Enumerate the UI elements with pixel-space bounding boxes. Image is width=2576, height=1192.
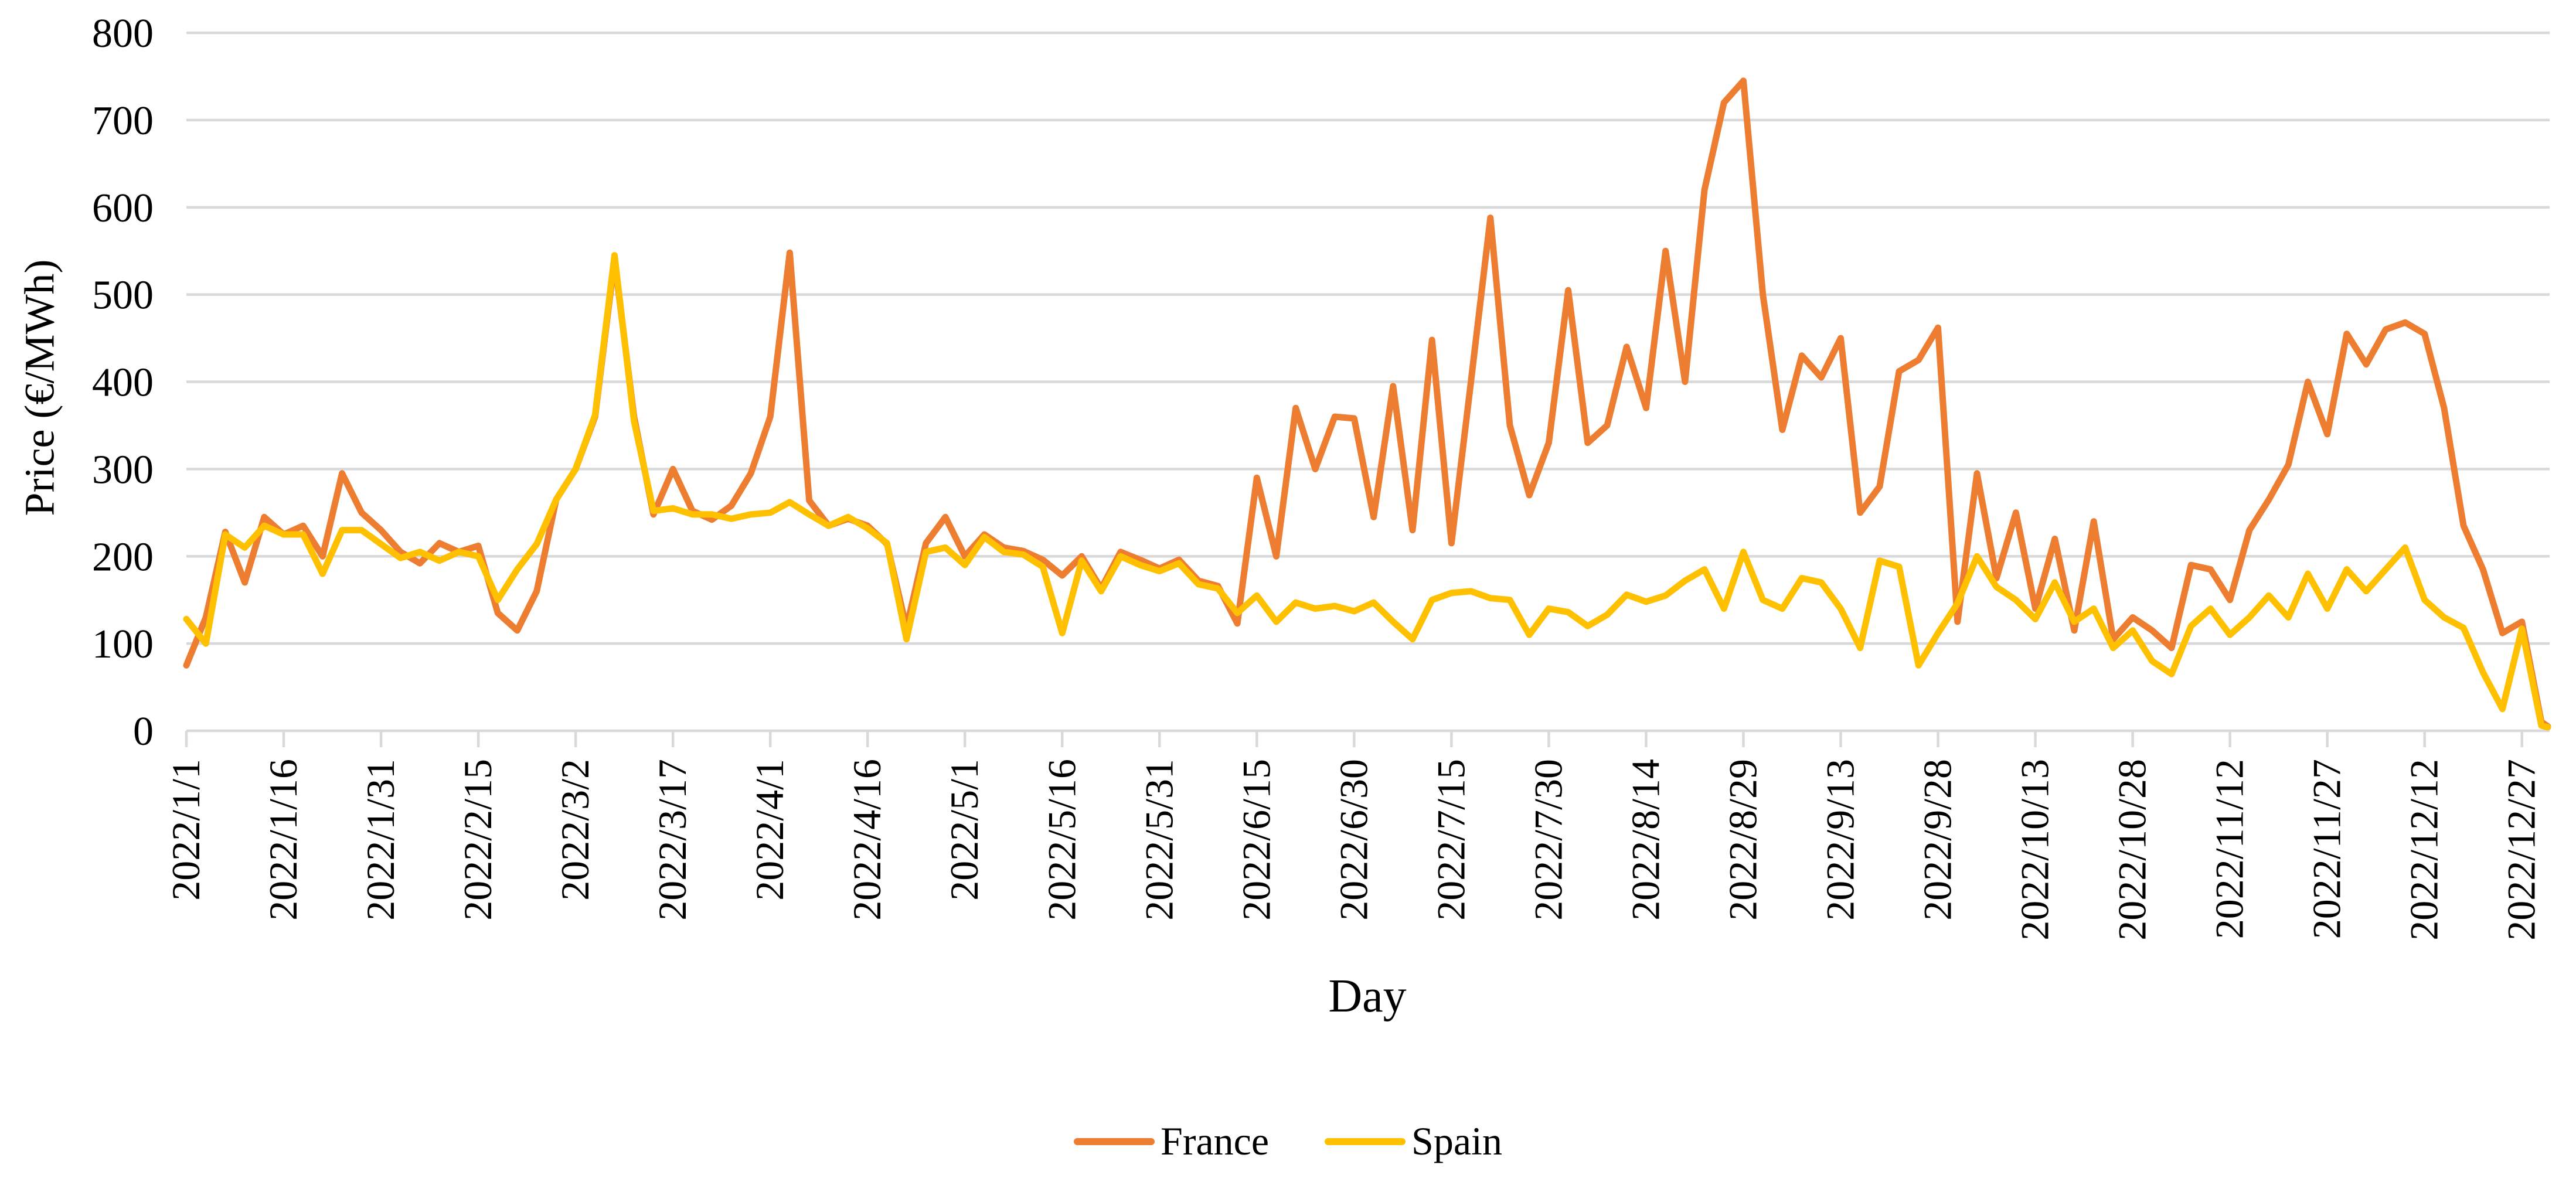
x-tick-label: 2022/4/16 [845, 759, 889, 921]
x-tick-label: 2022/10/13 [2013, 759, 2057, 941]
x-tick-label: 2022/7/15 [1428, 759, 1473, 921]
x-tick-label: 2022/12/12 [2402, 759, 2446, 941]
x-tick-label: 2022/12/27 [2499, 759, 2544, 941]
x-tick-label: 2022/5/16 [1039, 759, 1084, 921]
france-line [183, 77, 2551, 730]
x-tick-label: 2022/9/28 [1915, 759, 1960, 921]
legend-item-france: France [1074, 1118, 1269, 1164]
y-tick-label: 100 [92, 622, 154, 667]
x-tick-label: 2022/1/31 [358, 759, 403, 921]
x-axis-labels: 2022/1/1 2022/1/16 2022/1/31 2022/2/15 2022/… [164, 759, 2544, 941]
x-tick-label: 2022/11/12 [2207, 759, 2252, 939]
y-tick-label: 500 [92, 273, 154, 318]
x-tick-label: 2022/3/17 [650, 759, 695, 921]
x-tick-label: 2022/10/28 [2110, 759, 2155, 941]
gridlines [186, 31, 2550, 733]
y-tick-label: 800 [92, 11, 154, 56]
spain-line-icon [1325, 1137, 1406, 1145]
x-tick-label: 2022/2/15 [455, 759, 500, 921]
y-tick-label: 0 [133, 709, 154, 754]
x-axis-ticks [185, 731, 2523, 747]
x-tick-label: 2022/4/1 [747, 759, 792, 901]
x-tick-label: 2022/1/1 [164, 759, 208, 901]
legend-item-spain: Spain [1325, 1118, 1502, 1164]
legend: France Spain [0, 1118, 2576, 1164]
series-lines [183, 77, 2551, 731]
x-tick-label: 2022/6/15 [1234, 759, 1278, 921]
x-tick-label: 2022/3/2 [553, 759, 597, 901]
y-tick-label: 200 [92, 534, 154, 580]
france-line-icon [1074, 1137, 1155, 1145]
x-axis-title: Day [1328, 970, 1407, 1022]
y-tick-label: 300 [92, 447, 154, 492]
y-tick-label: 600 [92, 186, 154, 231]
x-tick-label: 2022/5/1 [942, 759, 986, 901]
legend-label-france: France [1161, 1119, 1270, 1163]
x-tick-label: 2022/8/29 [1720, 759, 1765, 921]
x-tick-label: 2022/9/13 [1818, 759, 1863, 921]
spain-line [183, 252, 2551, 731]
y-tick-label: 700 [92, 98, 154, 144]
y-tick-label: 400 [92, 360, 154, 406]
x-tick-label: 2022/7/30 [1526, 759, 1570, 921]
x-tick-label: 2022/1/16 [261, 759, 305, 921]
x-tick-label: 2022/6/30 [1331, 759, 1376, 921]
x-tick-label: 2022/8/14 [1623, 759, 1668, 921]
y-axis-title: Price (€/MWh) [16, 259, 63, 516]
x-tick-label: 2022/5/31 [1136, 759, 1181, 921]
x-tick-label: 2022/11/27 [2305, 759, 2349, 939]
legend-label-spain: Spain [1411, 1119, 1502, 1163]
y-axis-labels: 0 100 200 300 400 500 600 700 800 [92, 11, 154, 754]
